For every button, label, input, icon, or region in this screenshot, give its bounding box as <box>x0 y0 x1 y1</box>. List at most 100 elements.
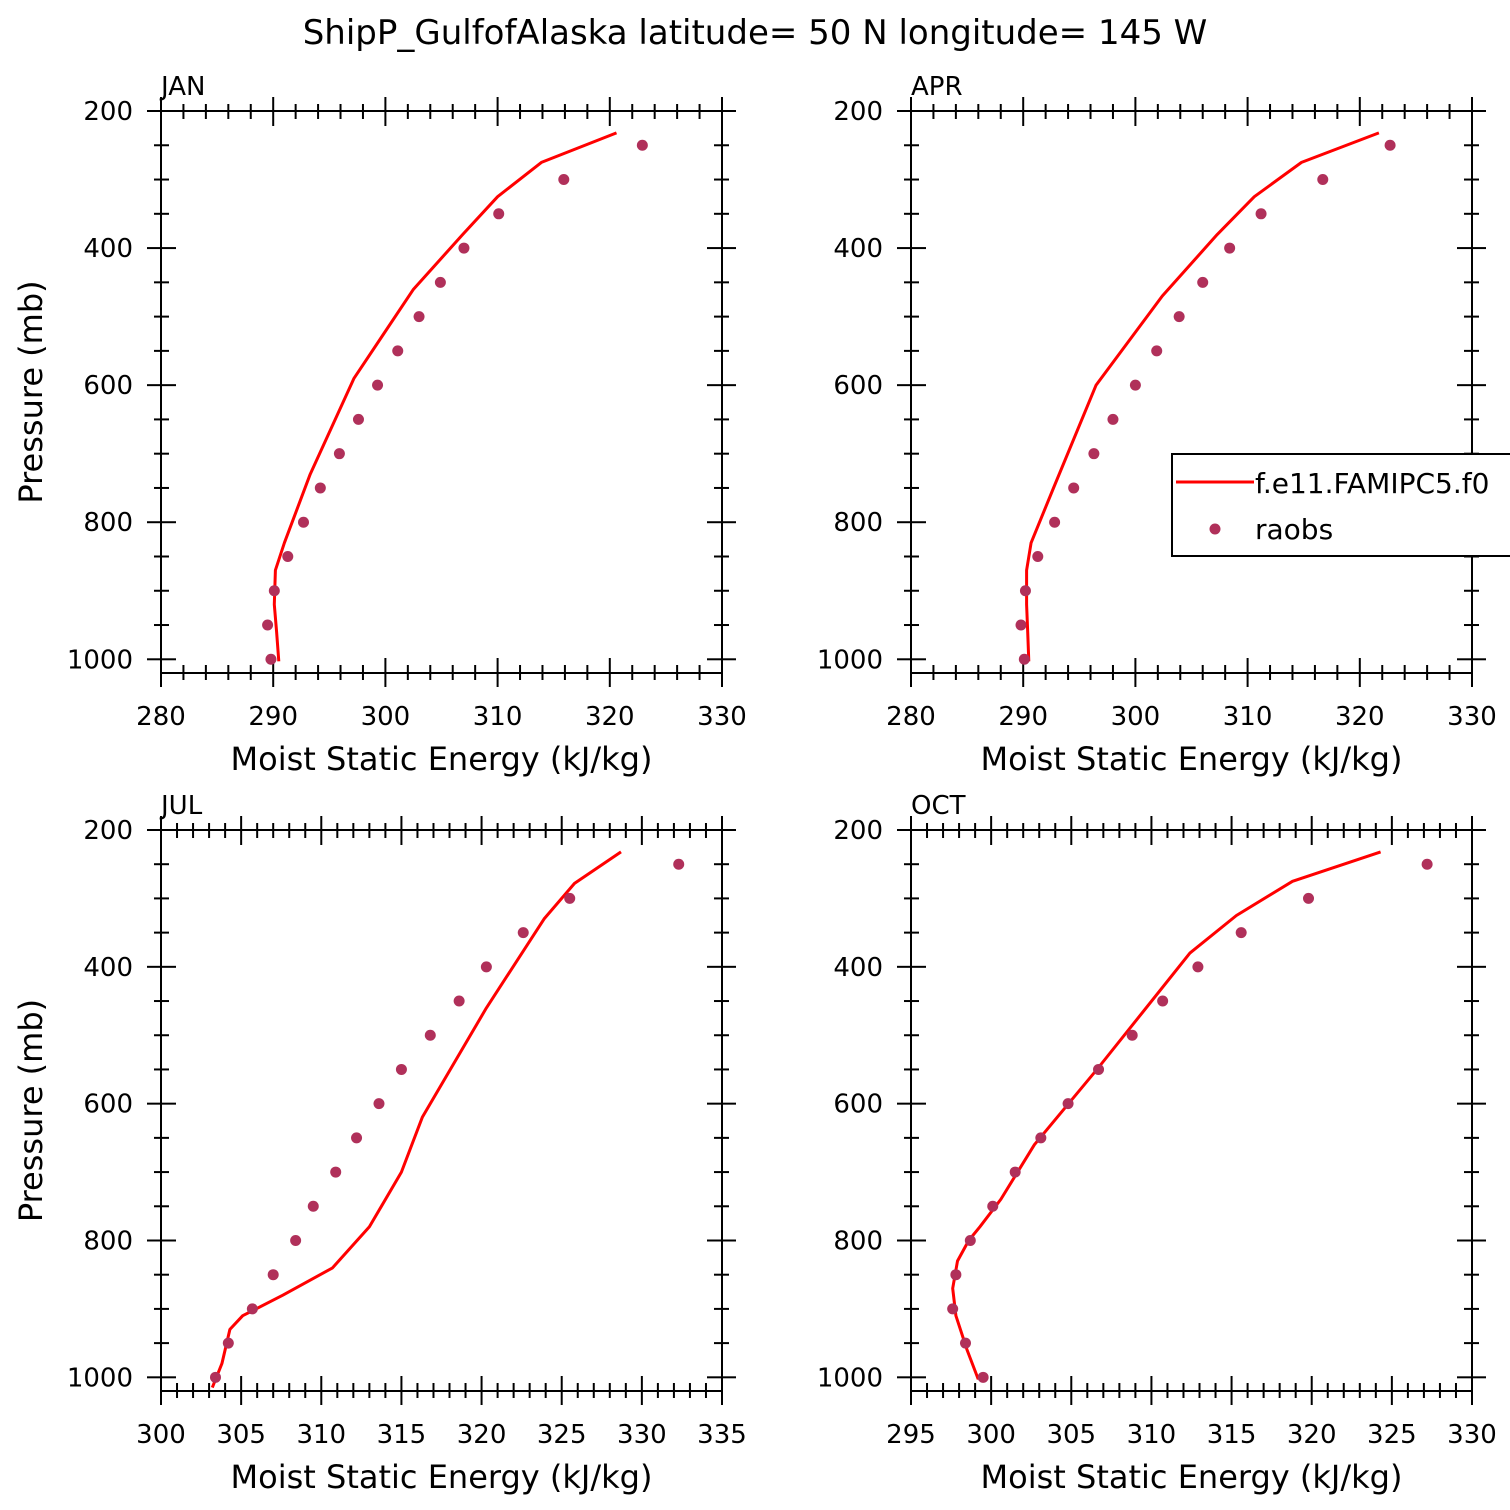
x-tick-label: 305 <box>1046 1420 1096 1450</box>
x-tick-label: 315 <box>1207 1420 1257 1450</box>
x-axis-label: Moist Static Energy (kJ/kg) <box>231 1458 653 1496</box>
obs-point <box>392 345 404 357</box>
obs-point <box>1384 139 1396 151</box>
obs-point <box>947 1303 959 1315</box>
plot-frame <box>910 110 1473 674</box>
obs-point <box>333 448 345 460</box>
y-tick-label: 400 <box>83 953 133 983</box>
obs-point <box>1062 1098 1074 1110</box>
obs-point <box>558 174 570 186</box>
model-line <box>210 850 622 1389</box>
obs-point <box>1093 1063 1105 1075</box>
panel-jul: 300 305 310 315 320 325 330 335 200 400 600 800 1000… <box>12 791 747 1496</box>
legend-box <box>1171 453 1510 557</box>
x-tick-label: 290 <box>248 702 298 732</box>
x-tick-label: 305 <box>216 1420 266 1450</box>
y-tick-label: 1000 <box>817 645 883 675</box>
obs-point <box>1049 516 1061 528</box>
model-line <box>272 131 618 662</box>
x-tick-label: 320 <box>585 702 635 732</box>
obs-point <box>1173 311 1185 323</box>
obs-point <box>1035 1132 1047 1144</box>
obs-point <box>424 1029 436 1041</box>
obs-point <box>1126 1029 1138 1041</box>
y-tick-label: 600 <box>833 371 883 401</box>
x-tick-label: 335 <box>697 1420 747 1450</box>
panel-apr: 280 290 300 310 320 330 200 400 600 800 1000 APR Moi… <box>817 72 1497 778</box>
y-tick-label: 200 <box>833 97 883 127</box>
panel-oct: 295 300 305 310 315 320 325 330 200 400 600 800 1000… <box>817 791 1497 1496</box>
obs-point <box>959 1337 971 1349</box>
x-axis-label: Moist Static Energy (kJ/kg) <box>981 740 1403 778</box>
x-axis-label: Moist Static Energy (kJ/kg) <box>231 740 653 778</box>
legend: f.e11.FAMIPC5.f0 raobs <box>1171 453 1510 557</box>
x-tick-label: 280 <box>136 702 186 732</box>
x-tick-label: 325 <box>537 1420 587 1450</box>
y-tick-label: 400 <box>833 953 883 983</box>
obs-point <box>458 242 470 254</box>
plot-frame <box>160 829 723 1392</box>
obs-point <box>1009 1166 1021 1178</box>
obs-point <box>673 858 685 870</box>
y-tick-label: 800 <box>833 1226 883 1256</box>
obs-point <box>209 1371 221 1383</box>
legend-obs-label: raobs <box>1255 513 1333 546</box>
obs-point <box>493 208 505 220</box>
obs-point <box>1088 448 1100 460</box>
x-tick-label: 310 <box>1223 702 1273 732</box>
x-tick-label: 310 <box>1127 1420 1177 1450</box>
obs-point <box>395 1063 407 1075</box>
obs-point <box>636 139 648 151</box>
model-line <box>1025 131 1380 662</box>
obs-point <box>1224 242 1236 254</box>
obs-point <box>307 1200 319 1212</box>
obs-point <box>1068 482 1080 494</box>
panel-title: OCT <box>911 791 966 821</box>
obs-point <box>1151 345 1163 357</box>
x-tick-label: 330 <box>1447 702 1497 732</box>
panels: 280 290 300 310 320 330 200 400 600 800 1000 JAN Moi… <box>12 72 1497 1496</box>
x-tick-label: 330 <box>1447 1420 1497 1450</box>
x-tick-label: 295 <box>886 1420 936 1450</box>
obs-point <box>413 311 425 323</box>
y-tick-label: 1000 <box>67 645 133 675</box>
x-tick-label: 320 <box>457 1420 507 1450</box>
plot-frame <box>160 110 723 674</box>
obs-point <box>1197 276 1209 288</box>
obs-point <box>1019 585 1031 597</box>
x-tick-label: 300 <box>136 1420 186 1450</box>
legend-model-label: f.e11.FAMIPC5.f0 <box>1255 467 1489 500</box>
obs-point <box>453 995 465 1007</box>
obs-point <box>1235 927 1247 939</box>
y-tick-label: 1000 <box>67 1363 133 1393</box>
obs-point <box>1018 653 1030 665</box>
x-tick-label: 310 <box>473 702 523 732</box>
obs-point <box>222 1337 234 1349</box>
x-tick-label: 320 <box>1287 1420 1337 1450</box>
x-tick-label: 330 <box>617 1420 667 1450</box>
obs-point <box>297 516 309 528</box>
obs-point <box>1157 995 1169 1007</box>
y-tick-label: 600 <box>833 1090 883 1120</box>
y-tick-label: 400 <box>83 234 133 264</box>
x-tick-label: 300 <box>361 702 411 732</box>
x-tick-label: 330 <box>697 702 747 732</box>
y-axis-label: Pressure (mb) <box>12 999 50 1222</box>
y-tick-label: 200 <box>83 97 133 127</box>
legend-obs-marker <box>1209 523 1221 535</box>
y-tick-label: 1000 <box>817 1363 883 1393</box>
x-tick-label: 290 <box>998 702 1048 732</box>
obs-point <box>1255 208 1267 220</box>
obs-point <box>480 961 492 973</box>
obs-point <box>267 1269 279 1281</box>
x-tick-label: 300 <box>1111 702 1161 732</box>
obs-point <box>1192 961 1204 973</box>
y-axis-label: Pressure (mb) <box>12 280 50 503</box>
obs-point <box>282 550 294 562</box>
x-tick-label: 325 <box>1367 1420 1417 1450</box>
obs-point <box>950 1269 962 1281</box>
obs-point <box>373 1098 385 1110</box>
panel-title: JAN <box>159 72 205 102</box>
obs-point <box>1032 550 1044 562</box>
